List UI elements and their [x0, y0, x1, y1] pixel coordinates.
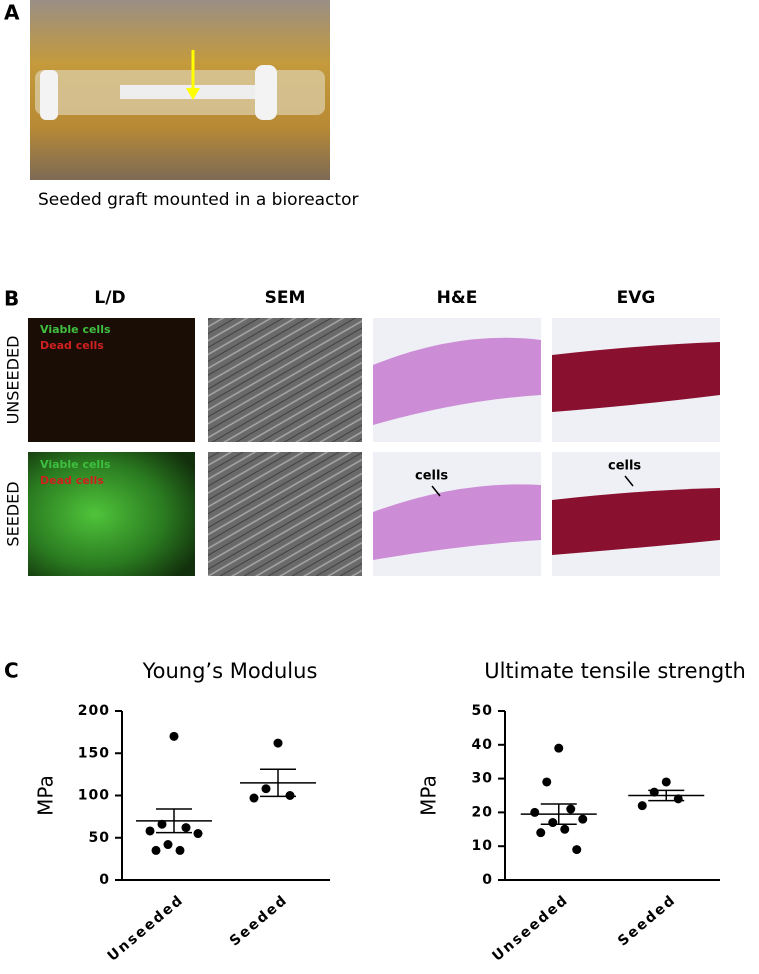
row-label: SEEDED: [4, 481, 23, 546]
y-tick-label: 20: [472, 804, 493, 820]
y-tick-label: 100: [78, 788, 110, 804]
legend-text: Dead cells: [40, 339, 104, 352]
micrograph: [208, 318, 362, 442]
legend-text: Viable cells: [40, 323, 111, 336]
panel-label: C: [4, 659, 19, 683]
legend-text: Viable cells: [40, 458, 111, 471]
data-point: [566, 804, 576, 814]
column-header: L/D: [94, 288, 125, 308]
data-point: [548, 818, 558, 828]
x-tick-label: Seeded: [227, 892, 291, 950]
x-tick-label: Seeded: [615, 892, 679, 950]
tissue: [552, 488, 720, 555]
micrograph: [28, 452, 195, 576]
tissue: [552, 342, 720, 412]
annotation: cells: [415, 469, 448, 484]
photo-detail: [255, 65, 277, 120]
column-header: H&E: [437, 288, 478, 308]
data-point: [169, 731, 179, 741]
arrow: [624, 475, 634, 487]
data-point: [261, 784, 271, 794]
tissue: [373, 484, 541, 560]
row-label: UNSEEDED: [4, 336, 23, 425]
data-point: [536, 828, 546, 838]
arrow: [431, 485, 441, 497]
data-point: [273, 738, 283, 748]
data-point: [249, 793, 259, 803]
photo-detail: [40, 70, 58, 120]
chart-title: Ultimate tensile strength: [484, 659, 746, 683]
data-point: [193, 829, 203, 839]
y-tick-label: 30: [472, 771, 493, 787]
data-point: [163, 840, 173, 850]
y-tick-label: 0: [99, 872, 110, 888]
data-point: [578, 814, 588, 824]
micrograph: [208, 452, 362, 576]
y-tick-label: 150: [78, 745, 110, 761]
data-point: [542, 777, 552, 787]
caption: Seeded graft mounted in a bioreactor: [38, 190, 358, 210]
data-point: [151, 845, 161, 855]
data-point: [661, 777, 671, 787]
micrograph: [28, 318, 195, 442]
arrow: [186, 88, 200, 100]
x-tick-label: Unseeded: [489, 892, 571, 965]
panel-label: A: [4, 1, 20, 25]
data-point: [554, 743, 564, 753]
data-point: [560, 824, 570, 834]
y-tick-label: 200: [78, 703, 110, 719]
data-point: [530, 807, 540, 817]
y-tick-label: 40: [472, 737, 493, 753]
data-point: [181, 823, 191, 833]
column-header: SEM: [265, 288, 306, 308]
data-point: [285, 791, 295, 800]
column-header: EVG: [617, 288, 656, 308]
data-point: [637, 801, 647, 811]
y-tick-label: 0: [482, 872, 493, 888]
chart-title: Young’s Modulus: [142, 659, 318, 683]
y-axis-label: MPa: [34, 775, 58, 816]
data-point: [145, 826, 155, 836]
y-axis-label: MPa: [417, 775, 441, 816]
annotation: cells: [608, 459, 641, 474]
data-point: [157, 819, 167, 829]
data-point: [572, 845, 582, 855]
legend-text: Dead cells: [40, 474, 104, 487]
y-tick-label: 50: [89, 830, 110, 846]
y-tick-label: 10: [472, 838, 493, 854]
x-tick-label: Unseeded: [105, 892, 187, 965]
panel-label: B: [4, 287, 19, 311]
data-point: [175, 845, 185, 855]
y-tick-label: 50: [472, 703, 493, 719]
tissue: [373, 337, 541, 425]
